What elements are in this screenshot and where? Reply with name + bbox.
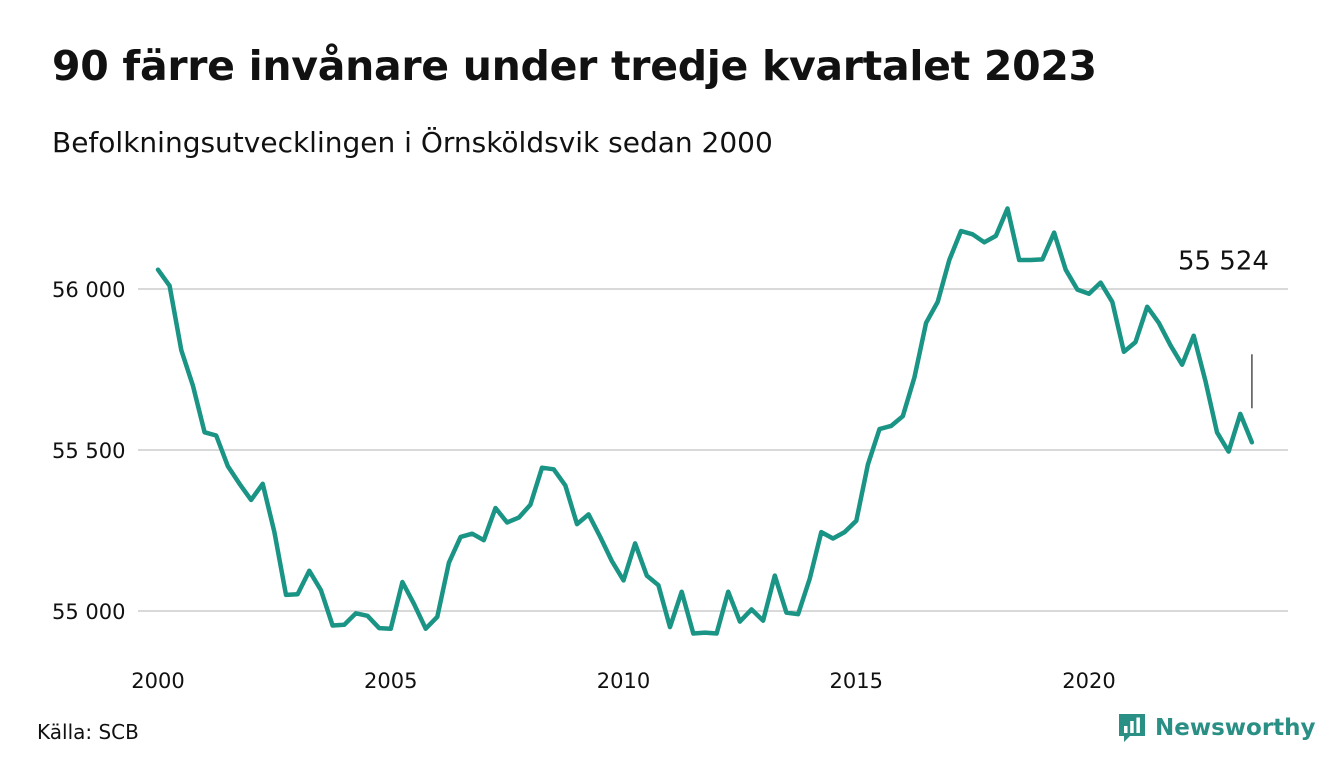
- y-tick-label: 55 500: [52, 439, 125, 463]
- x-tick-label: 2005: [364, 669, 417, 693]
- x-tick-label: 2000: [131, 669, 184, 693]
- y-axis-ticks: 55 000 55 500 56 000: [52, 278, 125, 624]
- y-tick-label: 56 000: [52, 278, 125, 302]
- brand-name: Newsworthy: [1155, 715, 1316, 741]
- gridlines: [138, 288, 1288, 612]
- chart-title: 90 färre invånare under tredje kvartalet…: [52, 42, 1097, 90]
- x-tick-label: 2015: [830, 669, 883, 693]
- latest-value-label: 55 524: [1178, 246, 1269, 276]
- x-tick-label: 2020: [1062, 669, 1115, 693]
- brand-logo: Newsworthy: [1117, 712, 1316, 744]
- bar-chart-speech-bubble-icon: [1119, 714, 1145, 742]
- y-tick-label: 55 000: [52, 600, 125, 624]
- population-series-line: [155, 206, 1255, 636]
- chart-subtitle: Befolkningsutvecklingen i Örnsköldsvik s…: [52, 126, 773, 159]
- x-axis-ticks: 2000 2005 2010 2015 2020: [131, 669, 1115, 693]
- x-tick-label: 2010: [597, 669, 650, 693]
- source-note: Källa: SCB: [37, 720, 139, 744]
